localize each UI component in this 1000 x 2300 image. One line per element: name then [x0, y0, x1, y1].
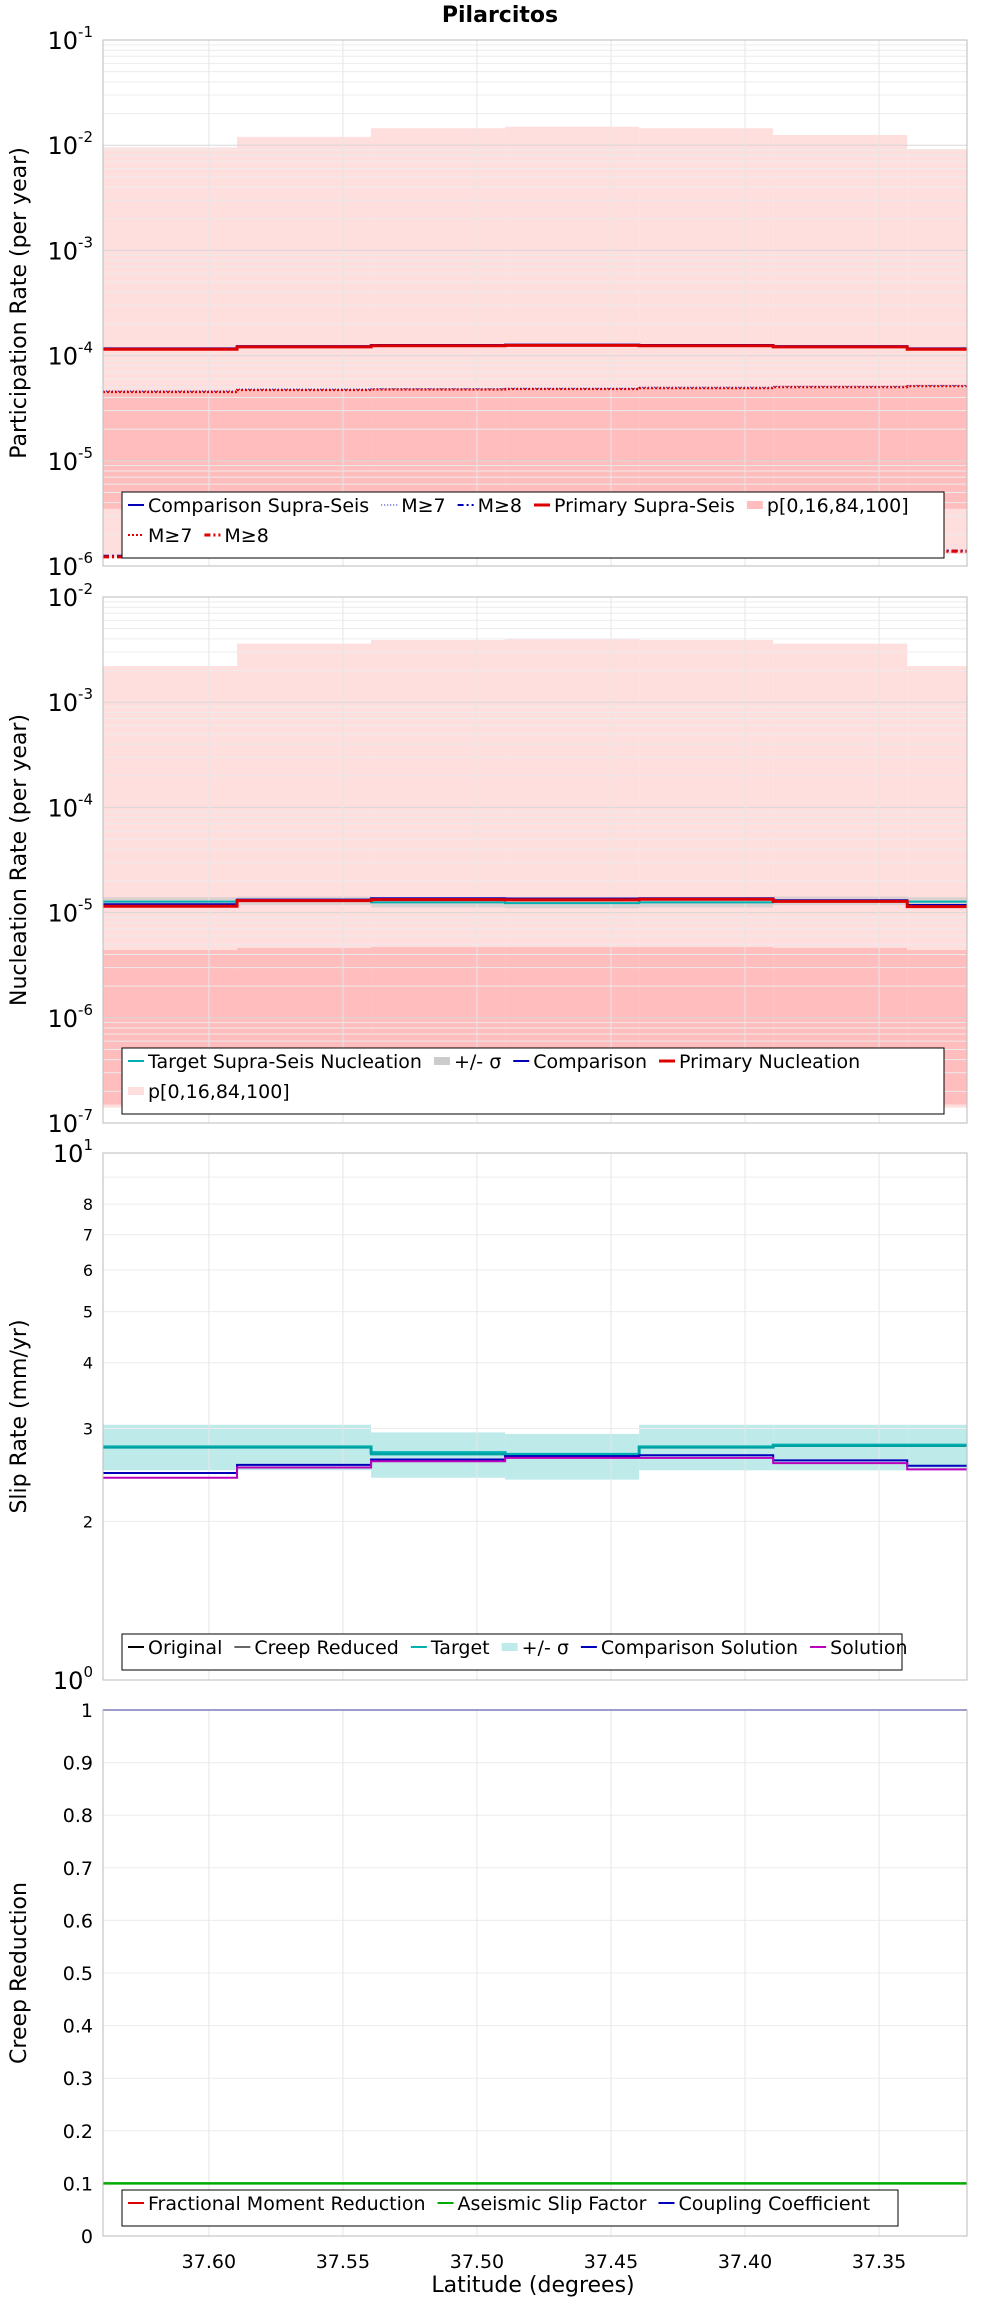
- band-0-inner-2: [371, 388, 506, 506]
- legend-box: [121, 2189, 899, 2227]
- y-axis-label: Creep Reduction: [7, 1882, 32, 2064]
- plot-frame: [102, 1709, 968, 2237]
- y-tick-label: 10-4: [47, 790, 93, 822]
- x-tick-label: 37.50: [450, 2251, 504, 2273]
- y-tick-label: 0.5: [63, 1963, 93, 1985]
- y-minor-tick-label: 6: [83, 1261, 93, 1280]
- legend-label: Aseismic Slip Factor: [458, 2193, 647, 2215]
- y-tick-label: 10-3: [47, 685, 93, 717]
- band-0-outer-6: [907, 1424, 967, 1471]
- legend-label: Target Supra-Seis Nucleation: [147, 1051, 422, 1073]
- legend-label: M≥8: [478, 495, 522, 517]
- legend-box: [121, 1633, 903, 1671]
- legend-label: Coupling Coefficient: [678, 2193, 870, 2215]
- y-tick-label: 10-5: [47, 444, 93, 476]
- y-minor-tick-label: 4: [83, 1354, 93, 1373]
- legend-label: +/- σ: [454, 1051, 501, 1073]
- panel-slip: 100 101 2 3 4 5 6 7 8 Slip Rate (mm/yr) Original Cr…: [7, 1136, 968, 1695]
- x-tick-label: 37.60: [182, 2251, 236, 2273]
- band-0-inner-5: [773, 385, 908, 507]
- y-tick-label: 10-2: [47, 580, 93, 612]
- legend: Comparison Supra-Seis M≥7 M≥8 Primary Supra…: [121, 491, 945, 559]
- y-tick-label: 10-4: [47, 339, 93, 371]
- y-axis-label: Participation Rate (per year): [7, 147, 32, 459]
- y-tick-label: 0.6: [63, 1910, 93, 1932]
- plot-frame: [102, 596, 968, 1124]
- series-3: [103, 385, 967, 394]
- legend-label: M≥7: [148, 525, 192, 547]
- y-tick-label: 0.3: [63, 2068, 93, 2090]
- legend-label: p[0,16,84,100]: [148, 1081, 290, 1103]
- y-minor-tick-label: 7: [83, 1226, 93, 1245]
- y-tick-label: 0.2: [63, 2121, 93, 2143]
- legend-label: Target: [430, 1637, 490, 1659]
- plot-frame: [102, 1152, 968, 1681]
- y-axis-label: Nucleation Rate (per year): [7, 714, 32, 1006]
- y-tick-label: 100: [53, 1663, 93, 1695]
- y-tick-label: 10-3: [47, 233, 93, 265]
- x-axis-label: Latitude (degrees): [431, 2273, 634, 2298]
- series-2: [103, 897, 967, 909]
- x-tick-label: 37.35: [852, 2251, 906, 2273]
- y-minor-tick-label: 5: [83, 1303, 93, 1322]
- legend-label: p[0,16,84,100]: [767, 495, 909, 517]
- x-tick-label: 37.45: [584, 2251, 638, 2273]
- y-tick-label: 0.9: [63, 1753, 93, 1775]
- y-tick-label: 10-5: [47, 896, 93, 928]
- legend-label: Creep Reduced: [254, 1637, 398, 1659]
- legend: Target Supra-Seis Nucleation +/- σ Compari…: [121, 1047, 945, 1115]
- legend-label: M≥8: [224, 525, 268, 547]
- y-tick-label: 101: [53, 1136, 93, 1168]
- y-tick-label: 0.1: [63, 2173, 93, 2195]
- legend-label: Original: [148, 1637, 222, 1659]
- legend: Fractional Moment Reduction Aseismic Slip…: [121, 2189, 899, 2227]
- legend-label: Solution: [830, 1637, 907, 1659]
- y-tick-label: 10-7: [47, 1106, 93, 1138]
- y-tick-label: 0.8: [63, 1805, 93, 1827]
- legend-label: Primary Nucleation: [679, 1051, 860, 1073]
- legend-label: Comparison Solution: [601, 1637, 798, 1659]
- y-tick-label: 10-1: [47, 23, 93, 55]
- y-tick-label: 10-6: [47, 549, 93, 581]
- legend-label: Comparison Supra-Seis: [148, 495, 369, 517]
- y-tick-label: 1: [81, 1700, 93, 1722]
- series-2: [103, 1454, 967, 1475]
- y-tick-label: 10-2: [47, 128, 93, 160]
- series-2: [103, 384, 967, 392]
- y-tick-label: 0.7: [63, 1858, 93, 1880]
- legend-label: Comparison: [533, 1051, 647, 1073]
- y-tick-label: 0: [81, 2226, 93, 2248]
- x-tick-label: 37.40: [718, 2251, 772, 2273]
- band-0-inner-4: [639, 386, 774, 506]
- band-0-inner-6: [907, 384, 967, 509]
- legend-box: [121, 491, 945, 559]
- series-1: [103, 343, 967, 351]
- legend-box: [121, 1047, 945, 1115]
- legend-label: +/- σ: [522, 1637, 569, 1659]
- y-minor-tick-label: 8: [83, 1195, 93, 1214]
- y-minor-tick-label: 3: [83, 1420, 93, 1439]
- figure-title: Pilarcitos: [442, 3, 558, 28]
- legend-label: M≥7: [401, 495, 445, 517]
- band-0-inner-0: [103, 390, 238, 509]
- panel-participation: 10-6 10-5 10-4 10-3 10-2 10-1 Participation Ra…: [7, 23, 968, 581]
- y-tick-label: 0.4: [63, 2016, 93, 2038]
- series-3: [103, 1456, 967, 1479]
- band-0-inner-3: [505, 387, 640, 506]
- y-axis-label: Slip Rate (mm/yr): [7, 1319, 32, 1513]
- plot-area: [103, 1153, 967, 1680]
- panel-nucleation: 10-7 10-6 10-5 10-4 10-3 10-2 Nucleation Rate …: [7, 580, 968, 1138]
- legend-label: Fractional Moment Reduction: [148, 2193, 426, 2215]
- plot-frame: [102, 39, 968, 567]
- panel-creep: 0 0.1 0.2 0.3 0.4 0.5 0.6 0.7 0.8 0.9 1 Creep Reduc…: [7, 1700, 968, 2273]
- legend: Original Creep Reduced Target +/- σ Comparis…: [121, 1633, 908, 1671]
- y-tick-label: 10-6: [47, 1001, 93, 1033]
- band-0-inner-1: [237, 389, 372, 508]
- x-tick-label: 37.55: [316, 2251, 370, 2273]
- y-minor-tick-label: 2: [83, 1512, 93, 1531]
- legend-label: Primary Supra-Seis: [554, 495, 735, 517]
